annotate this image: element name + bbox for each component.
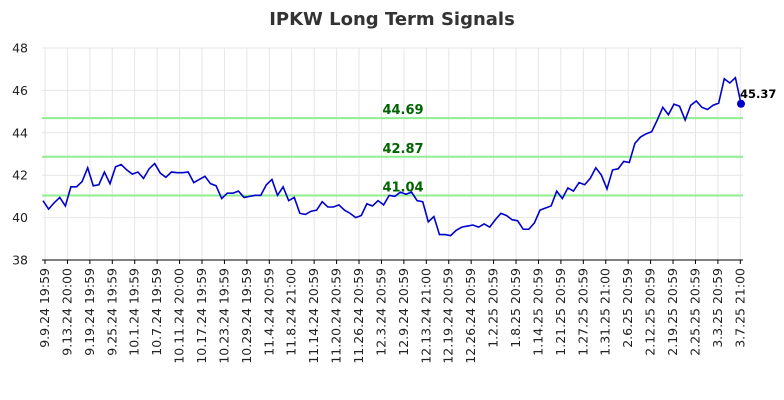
x-tick-label: 11.20.24 20:59	[329, 268, 344, 364]
x-tick-label: 9.13.24 20:00	[59, 268, 74, 356]
signal-label: 44.69	[382, 103, 423, 118]
x-tick-label: 1.2.25 20:59	[486, 268, 501, 348]
chart-title: IPKW Long Term Signals	[269, 9, 515, 30]
x-tick-label: 11.4.24 20:59	[261, 268, 276, 356]
x-tick-label: 2.19.25 20:59	[665, 268, 680, 356]
x-tick-label: 10.29.24 19:59	[239, 268, 254, 364]
y-tick-label: 40	[12, 210, 28, 225]
x-tick-label: 11.26.24 20:59	[351, 268, 366, 364]
last-point-marker	[737, 99, 745, 108]
x-tick-label: 1.31.25 21:00	[598, 268, 613, 356]
x-tick-label: 2.6.25 20:59	[620, 268, 635, 348]
y-axis-ticks: 38 40 42 44 46 48	[12, 41, 28, 268]
signal-label: 41.04	[382, 181, 423, 196]
y-tick-label: 48	[12, 41, 28, 56]
signal-label: 42.87	[382, 142, 423, 157]
x-tick-label: 1.8.25 20:59	[508, 268, 523, 348]
x-tick-label: 12.13.24 21:00	[418, 268, 433, 364]
x-tick-label: 10.7.24 19:59	[149, 268, 164, 356]
x-tick-label: 1.27.25 20:59	[575, 268, 590, 356]
x-tick-label: 3.7.25 21:00	[732, 268, 747, 348]
x-tick-label: 9.9.24 19:59	[37, 268, 52, 348]
x-tick-label: 10.1.24 19:59	[127, 268, 142, 356]
last-value-label: 45.37	[740, 87, 776, 101]
x-tick-label: 2.12.25 20:59	[643, 268, 658, 356]
x-tick-label: 10.17.24 19:59	[194, 268, 209, 364]
y-tick-label: 42	[12, 168, 28, 183]
x-tick-label: 12.3.24 20:59	[373, 268, 388, 356]
x-tick-label: 9.25.24 19:59	[104, 268, 119, 356]
vertical-gridlines	[44, 48, 741, 260]
x-tick-label: 10.11.24 20:00	[172, 268, 187, 364]
x-tick-label: 3.3.25 20:59	[710, 268, 725, 348]
data-point-marks: 45.37	[737, 87, 776, 108]
y-tick-label: 44	[12, 125, 28, 140]
x-tick-label: 12.26.24 20:59	[463, 268, 478, 364]
x-tick-label: 12.19.24 20:59	[441, 268, 456, 364]
x-tick-label: 2.25.25 20:59	[687, 268, 702, 356]
price-line	[42, 76, 742, 237]
y-tick-label: 46	[12, 83, 28, 98]
y-tick-label: 38	[12, 253, 28, 268]
x-tick-label: 11.8.24 21:00	[284, 268, 299, 356]
x-tick-label: 1.14.25 20:59	[530, 268, 545, 356]
x-tick-label: 11.14.24 20:59	[306, 268, 321, 364]
x-tick-label: 9.19.24 19:59	[82, 268, 97, 356]
signal-lines: 44.69 42.87 41.04	[42, 103, 743, 197]
x-axis-ticks: 9.9.24 19:59 9.13.24 20:00 9.19.24 19:59 9.…	[37, 260, 747, 364]
x-tick-label: 10.23.24 19:59	[216, 268, 231, 364]
x-tick-label: 1.21.25 20:59	[553, 268, 568, 356]
x-tick-label: 12.9.24 20:59	[396, 268, 411, 356]
